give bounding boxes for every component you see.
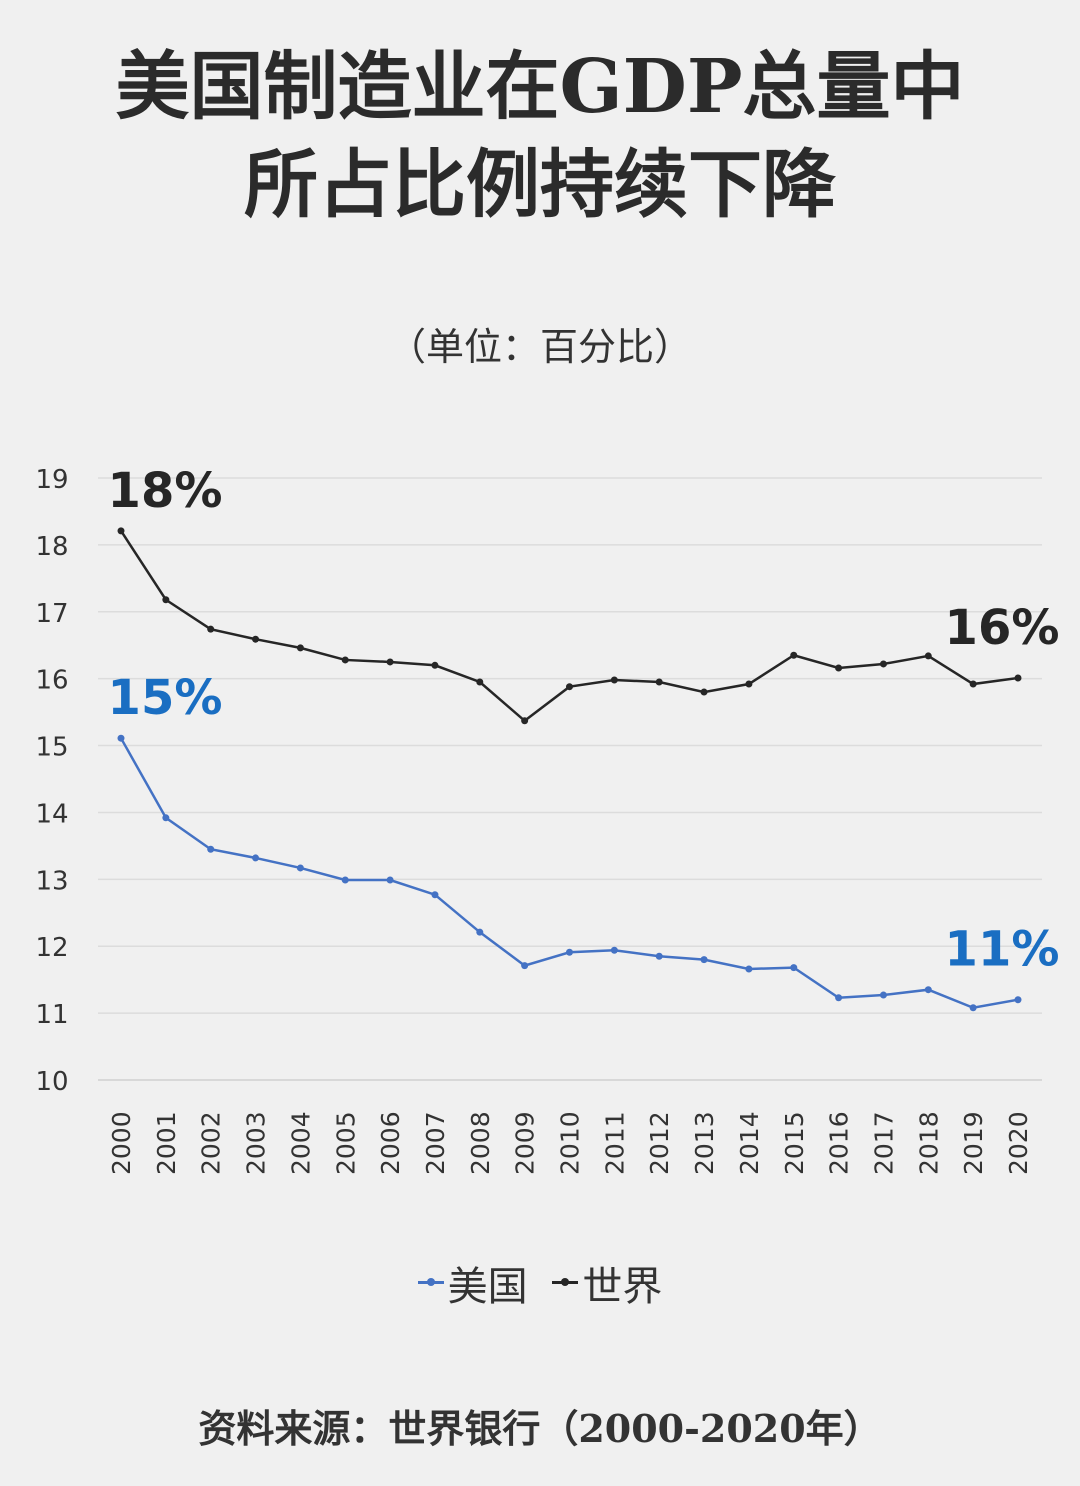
data-point [835,994,843,1002]
legend-item-us: 美国 [417,1254,528,1312]
data-point [835,664,843,672]
legend-item-world: 世界 [552,1254,662,1312]
data-point [700,956,708,964]
x-tick-label: 2003 [242,1111,271,1175]
y-tick-label: 12 [35,933,68,963]
data-point [431,891,439,899]
data-point [655,952,663,960]
data-point [162,814,170,822]
x-tick-label: 2017 [869,1111,898,1175]
data-point [207,845,215,853]
unit-label: （单位：百分比） [387,325,692,369]
y-tick-label: 18 [35,532,68,562]
data-point [521,717,529,725]
data-point [924,986,932,994]
data-point [386,876,394,884]
x-tick-label: 2010 [556,1111,585,1175]
y-tick-label: 15 [35,733,68,763]
y-tick-label: 13 [35,866,68,896]
data-point [566,683,573,691]
x-tick-label: 2004 [286,1111,315,1175]
x-tick-label: 2009 [511,1111,540,1175]
x-tick-label: 2013 [690,1111,719,1175]
x-tick-label: 2006 [376,1111,405,1175]
data-point [745,965,753,973]
start-value-label: 18% [108,463,223,519]
data-point [341,876,349,884]
start-value-label: 15% [108,670,223,726]
legend-swatch-world [552,1278,579,1286]
data-point [117,527,125,535]
data-point [476,928,484,936]
data-point [296,864,304,872]
data-point [252,635,260,643]
series-line-world [119,530,1019,723]
title-line-2: 所占比例持续下降 [244,142,836,228]
x-tick-label: 2020 [1004,1111,1033,1175]
y-tick-label: 10 [35,1067,68,1097]
data-point [431,661,439,669]
data-point [296,644,304,652]
y-tick-label: 14 [35,799,68,829]
end-value-label: 11% [945,922,1060,978]
series-line-us [119,737,1019,1010]
x-tick-label: 2001 [152,1111,181,1175]
legend-swatch-us [417,1278,444,1286]
data-point [1014,996,1022,1004]
data-point [341,656,349,664]
x-tick-label: 2007 [421,1111,450,1175]
x-tick-label: 2018 [914,1111,943,1175]
legend-label-world: 世界 [582,1263,663,1310]
data-point [700,688,708,696]
x-tick-label: 2008 [466,1111,495,1175]
y-tick-label: 16 [35,666,68,696]
data-point [117,734,125,742]
end-value-label: 16% [945,600,1060,656]
data-point [879,660,887,668]
data-point [790,651,798,659]
data-point [790,964,798,972]
x-tick-label: 2000 [107,1111,136,1175]
legend-label-us: 美国 [447,1263,528,1310]
x-tick-label: 2012 [645,1111,674,1175]
data-point [386,658,394,666]
title-line-1: 美国制造业在GDP总量中 [115,44,965,130]
data-point [610,676,618,684]
data-point [162,596,170,604]
x-tick-label: 2016 [825,1111,854,1175]
chart-title: 美国制造业在GDP总量中 所占比例持续下降 [0,38,1080,234]
y-tick-label: 19 [35,465,68,495]
data-point [1014,674,1022,682]
source-note: 资料来源：世界银行（2000-2020年） [198,1406,882,1451]
x-tick-label: 2014 [735,1111,764,1175]
x-tick-label: 2002 [197,1111,226,1175]
data-point [924,652,932,660]
data-point [745,680,753,688]
data-point [610,946,618,954]
legend: 美国 世界 [0,1248,1080,1312]
data-point [969,680,977,688]
x-tick-label: 2011 [600,1111,629,1175]
y-tick-label: 11 [35,1000,68,1030]
x-tick-label: 2005 [331,1111,360,1175]
x-tick-label: 2019 [959,1111,988,1175]
data-point [207,625,215,633]
data-point [969,1004,977,1012]
data-point [252,854,260,862]
data-point [566,948,573,956]
x-tick-label: 2015 [780,1111,809,1175]
data-point [655,678,663,686]
data-point [476,678,484,686]
data-point [879,991,887,999]
y-tick-label: 17 [35,599,68,629]
data-point [521,962,529,970]
